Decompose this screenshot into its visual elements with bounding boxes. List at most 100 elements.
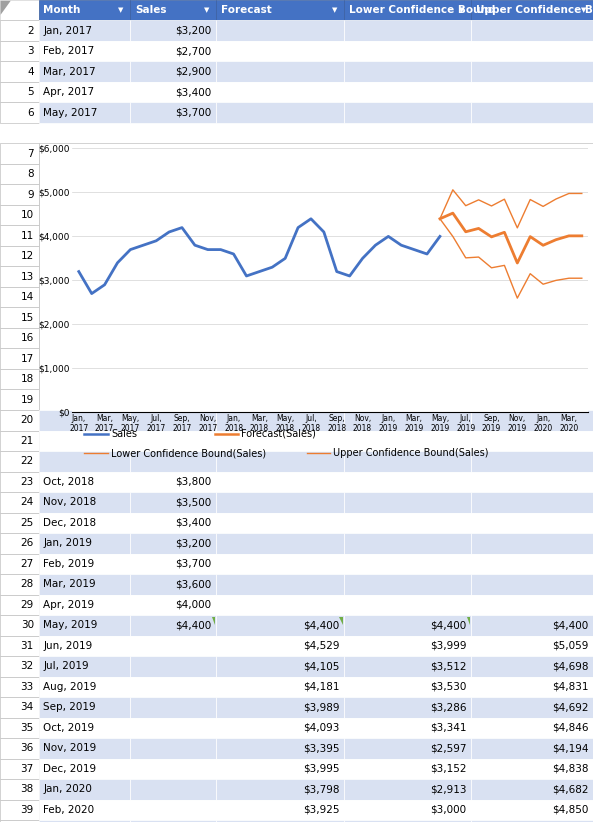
Text: 7: 7 <box>27 149 34 159</box>
Bar <box>130 553 216 574</box>
Bar <box>0 225 39 246</box>
Text: 4: 4 <box>27 67 34 76</box>
Text: 5: 5 <box>27 87 34 97</box>
Text: 20: 20 <box>21 415 34 425</box>
Text: $3,200: $3,200 <box>176 25 212 35</box>
Bar <box>344 472 471 492</box>
Text: $4,400: $4,400 <box>431 621 467 630</box>
Text: Nov, 2018: Nov, 2018 <box>43 497 97 507</box>
Bar <box>216 779 344 800</box>
Text: 28: 28 <box>21 580 34 589</box>
Text: Lower Confidence Bound: Lower Confidence Bound <box>349 5 495 16</box>
Text: 11: 11 <box>21 231 34 241</box>
Bar <box>130 656 216 677</box>
Text: $2,597: $2,597 <box>430 743 467 753</box>
Bar <box>471 594 593 615</box>
Bar <box>130 718 216 738</box>
Bar <box>39 472 130 492</box>
Text: $4,400: $4,400 <box>552 621 588 630</box>
Bar <box>0 307 39 328</box>
Bar <box>216 615 344 635</box>
Bar <box>0 266 39 287</box>
Text: ▼: ▼ <box>204 7 210 13</box>
Bar <box>471 410 593 431</box>
Text: Sales: Sales <box>135 5 167 16</box>
Bar <box>39 759 130 779</box>
Bar <box>39 82 130 103</box>
Text: ▼: ▼ <box>118 7 124 13</box>
Text: Nov, 2019: Nov, 2019 <box>43 743 97 753</box>
Text: Forecast: Forecast <box>221 5 272 16</box>
Bar <box>0 410 39 431</box>
Bar <box>344 533 471 553</box>
Bar <box>39 718 130 738</box>
Bar <box>471 574 593 594</box>
Bar <box>344 451 471 472</box>
Bar <box>130 472 216 492</box>
Text: Dec, 2018: Dec, 2018 <box>43 518 97 528</box>
Text: $3,400: $3,400 <box>176 518 212 528</box>
Bar <box>39 21 130 41</box>
Text: $3,989: $3,989 <box>302 702 339 712</box>
Bar <box>130 697 216 718</box>
Bar <box>344 718 471 738</box>
Bar <box>39 431 130 451</box>
Bar <box>344 410 471 431</box>
Text: 9: 9 <box>27 190 34 200</box>
Text: 29: 29 <box>21 600 34 610</box>
Text: $3,000: $3,000 <box>431 805 467 815</box>
Text: $3,700: $3,700 <box>176 108 212 118</box>
Bar <box>471 656 593 677</box>
Bar <box>39 615 130 635</box>
Bar <box>130 512 216 533</box>
Text: $3,152: $3,152 <box>430 764 467 774</box>
Bar <box>344 41 471 62</box>
Text: Month: Month <box>43 5 81 16</box>
Bar <box>0 656 39 677</box>
Text: $2,700: $2,700 <box>176 46 212 56</box>
Bar <box>216 656 344 677</box>
Polygon shape <box>339 617 343 625</box>
Bar <box>39 0 130 21</box>
Bar <box>471 800 593 820</box>
Text: Jan, 2020: Jan, 2020 <box>43 784 92 794</box>
Text: May, 2019: May, 2019 <box>43 621 98 630</box>
Text: Upper Confidence Bound(Sales): Upper Confidence Bound(Sales) <box>333 449 489 459</box>
Bar <box>471 62 593 82</box>
Bar <box>0 82 39 103</box>
Bar <box>216 451 344 472</box>
Bar <box>344 738 471 759</box>
Bar <box>471 21 593 41</box>
Bar <box>0 41 39 62</box>
Bar <box>216 677 344 697</box>
Bar <box>130 635 216 656</box>
Bar <box>216 492 344 512</box>
Text: $4,529: $4,529 <box>302 641 339 651</box>
Text: 36: 36 <box>21 743 34 753</box>
Text: $3,286: $3,286 <box>430 702 467 712</box>
Bar <box>471 431 593 451</box>
Text: Feb, 2017: Feb, 2017 <box>43 46 94 56</box>
Bar <box>471 779 593 800</box>
Bar <box>471 820 593 822</box>
Bar <box>130 21 216 41</box>
Text: Jun, 2019: Jun, 2019 <box>43 641 93 651</box>
Bar <box>0 390 39 410</box>
Text: ▼: ▼ <box>581 7 586 13</box>
Bar <box>471 553 593 574</box>
Bar <box>216 0 344 21</box>
Bar <box>39 553 130 574</box>
Text: 37: 37 <box>21 764 34 774</box>
Text: $3,925: $3,925 <box>302 805 339 815</box>
Bar <box>130 759 216 779</box>
Text: Forecast(Sales): Forecast(Sales) <box>241 429 316 439</box>
Bar <box>216 21 344 41</box>
Bar <box>130 41 216 62</box>
Bar <box>471 738 593 759</box>
Text: $4,682: $4,682 <box>551 784 588 794</box>
Bar <box>344 62 471 82</box>
Bar <box>344 677 471 697</box>
Text: $2,900: $2,900 <box>176 67 212 76</box>
Text: $4,692: $4,692 <box>551 702 588 712</box>
Text: $3,200: $3,200 <box>176 538 212 548</box>
